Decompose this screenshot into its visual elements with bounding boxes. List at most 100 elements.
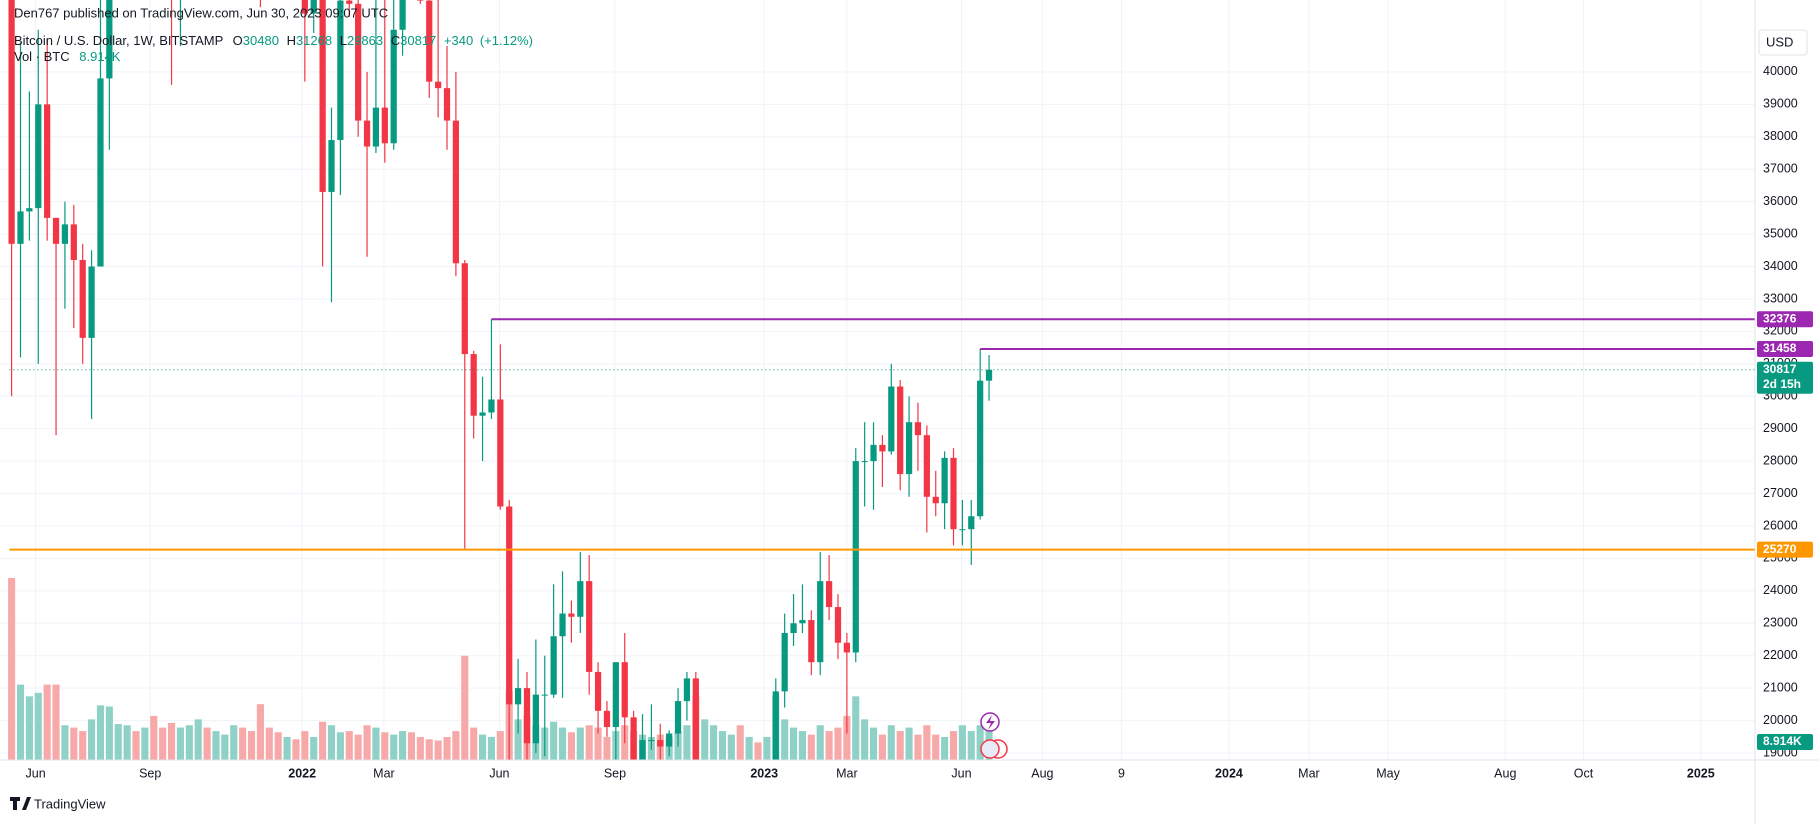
candle-body	[914, 422, 922, 436]
candle-body	[479, 412, 486, 416]
x-tick-label: May	[1376, 766, 1400, 780]
volume-bar	[425, 739, 433, 760]
volume-tag-label: 8.914K	[1763, 734, 1802, 748]
volume-bar	[567, 732, 575, 760]
volume-bar	[194, 719, 202, 760]
volume-bar	[43, 684, 51, 760]
x-tick-label: 2025	[1687, 766, 1715, 780]
candle-body	[523, 688, 531, 744]
candle-body	[337, 0, 344, 141]
volume-bar	[923, 725, 931, 760]
volume-bar	[807, 734, 815, 760]
volume-bar	[576, 727, 584, 760]
candle-body	[568, 613, 575, 617]
candle-body	[541, 694, 548, 696]
ohlc-letter: H	[287, 33, 296, 48]
candle-body	[932, 496, 939, 504]
volume-bar	[52, 684, 60, 760]
candle-body	[44, 104, 51, 218]
x-tick-label: Mar	[836, 766, 858, 780]
volume-bar	[159, 727, 167, 760]
candle-body	[639, 740, 646, 760]
volume-bar	[114, 724, 122, 760]
volume-bar	[34, 692, 42, 760]
volume-bar	[123, 725, 131, 760]
volume-bar	[8, 578, 16, 760]
y-tick-label: 36000	[1763, 194, 1798, 208]
published-note: Den767 published on TradingView.com, Jun…	[14, 5, 388, 20]
y-tick-label: 37000	[1763, 162, 1798, 176]
currency-button[interactable]: USD	[1758, 29, 1808, 56]
volume-bar	[354, 734, 362, 760]
candle-body	[648, 740, 655, 742]
change-value: +340	[444, 33, 473, 48]
volume-bar	[461, 655, 469, 760]
plot-area	[8, 0, 1755, 760]
candle-body	[61, 224, 69, 244]
volume-bar	[25, 696, 33, 760]
low-value: 29863	[347, 33, 383, 48]
volume-bar	[247, 731, 256, 760]
volume-bar	[274, 732, 282, 760]
volume-bar	[283, 736, 291, 760]
volume-bar	[896, 731, 904, 760]
volume-bar	[327, 725, 336, 760]
volume-bar	[869, 727, 878, 760]
candle-body	[888, 386, 895, 452]
candle-body	[559, 613, 566, 637]
y-tick-label: 24000	[1763, 583, 1798, 597]
level-tag-label: 32376	[1763, 311, 1797, 325]
volume-bar	[345, 731, 353, 760]
candle-body	[417, 0, 424, 1]
axes: 1900020000210002200023000240002500026000…	[26, 64, 1813, 780]
level-tag-label: 31458	[1763, 341, 1797, 355]
candle-body	[97, 78, 104, 267]
candle-body	[550, 636, 557, 695]
candle-body	[772, 691, 779, 760]
x-tick-label: Aug	[1031, 766, 1053, 780]
candle-body	[603, 710, 611, 728]
y-tick-label: 20000	[1763, 713, 1798, 727]
candle-body	[666, 733, 673, 747]
candle-body	[17, 211, 24, 244]
candle-body	[657, 740, 664, 747]
currency-label[interactable]: USD	[1766, 34, 1793, 49]
countdown-label: 2d 15h	[1763, 377, 1801, 391]
volume-bar	[932, 734, 940, 760]
volume-bar	[603, 736, 611, 760]
volume-bar	[265, 727, 273, 760]
volume-bar	[887, 725, 895, 760]
volume-bar	[594, 727, 602, 760]
volume-bar	[781, 719, 789, 760]
high-value: 31268	[296, 33, 332, 48]
candle-body	[941, 457, 948, 504]
volume-bar	[487, 736, 495, 760]
candle-body	[443, 88, 451, 121]
candle-body	[301, 0, 308, 14]
volume-bar	[727, 734, 735, 760]
currency-button-frame[interactable]	[1758, 29, 1808, 56]
y-tick-label: 28000	[1763, 453, 1798, 467]
volume-bar	[16, 684, 25, 760]
x-tick-label: Sep	[139, 766, 161, 780]
volume-bar	[550, 721, 558, 760]
volume-bar	[861, 719, 869, 760]
volume-bar	[470, 727, 478, 760]
candle-body	[905, 422, 913, 475]
volume-bar	[150, 715, 158, 760]
candle-body	[577, 581, 584, 617]
candle-body	[372, 107, 380, 147]
y-tick-label: 39000	[1763, 97, 1798, 111]
x-tick-label: Mar	[373, 766, 395, 780]
x-tick-label: Aug	[1494, 766, 1516, 780]
candle-body	[497, 399, 504, 507]
event-icon[interactable]	[980, 739, 1000, 759]
volume-bar	[452, 731, 460, 760]
volume-bar	[683, 725, 691, 760]
candle-body	[692, 678, 699, 760]
y-tick-label: 34000	[1763, 259, 1798, 273]
event-icons	[980, 712, 1008, 759]
volume-bar	[185, 725, 193, 760]
volume-title: Vol · BTC	[14, 49, 70, 64]
